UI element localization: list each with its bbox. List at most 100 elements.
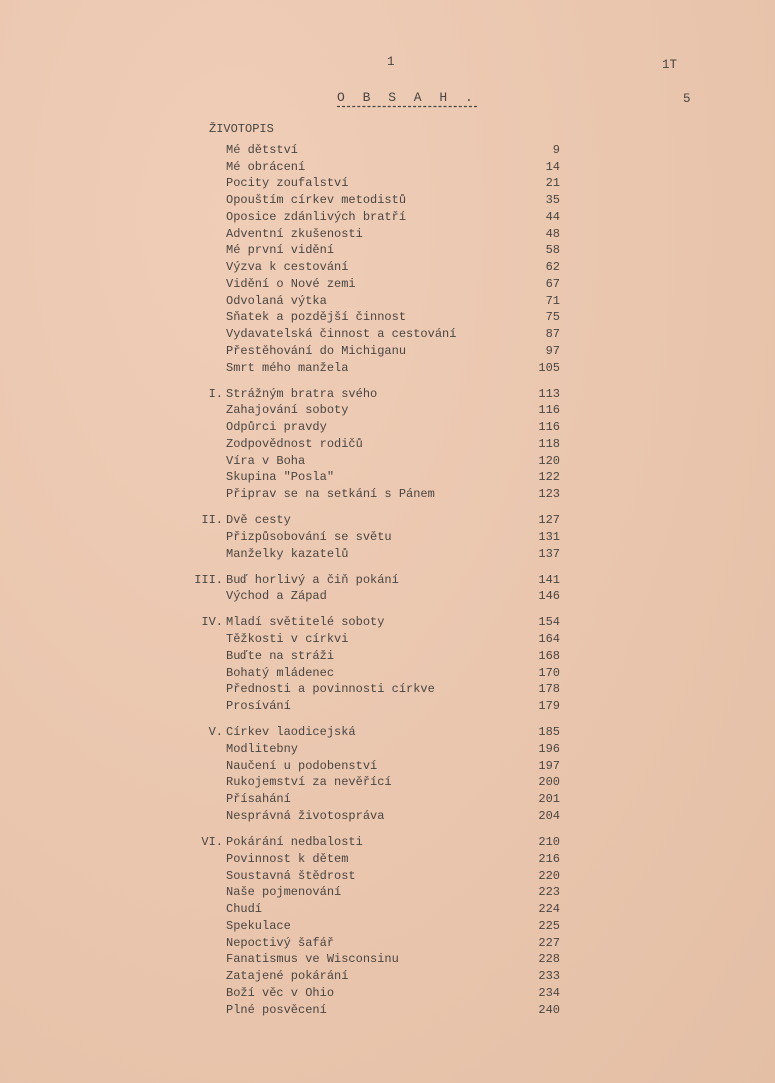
toc-entry: Boží věc v Ohio 234 xyxy=(190,985,560,1002)
toc-entry: Naučení u podobenství 197 xyxy=(190,758,560,775)
section-numeral xyxy=(190,436,226,453)
section-numeral xyxy=(190,402,226,419)
entry-page-number: 116 xyxy=(538,403,560,418)
toc-section: IV. Mladí světitelé soboty 154 Těžkosti v c… xyxy=(190,614,560,715)
toc-entry: Bohatý mládenec 170 xyxy=(190,665,560,682)
section-numeral xyxy=(190,648,226,665)
entry-page-number: 170 xyxy=(538,665,560,680)
section-numeral xyxy=(190,791,226,808)
entry-page-number: 197 xyxy=(538,758,560,773)
entry-page-number: 224 xyxy=(538,902,560,917)
toc-entry: Zatajené pokárání 233 xyxy=(190,968,560,985)
entry-page-number: 164 xyxy=(538,632,560,647)
entry-title: Skupina "Posla" xyxy=(226,470,335,485)
toc-entry: Východ a Západ 146 xyxy=(190,588,560,605)
section-numeral xyxy=(190,985,226,1002)
toc-entry: V. Církev laodicejská 185 xyxy=(190,724,560,741)
entry-page-number: 233 xyxy=(538,969,560,984)
section-numeral xyxy=(190,665,226,682)
entry-page-number: 178 xyxy=(538,682,560,697)
section-numeral: II. xyxy=(201,513,223,528)
toc-entry: Rukojemství za nevěřící 200 xyxy=(190,774,560,791)
entry-title: Prosívání xyxy=(226,699,291,714)
entry-title: Chudí xyxy=(226,902,263,917)
entry-title: Naše pojmenování xyxy=(226,885,342,900)
entry-page-number: 67 xyxy=(545,276,560,291)
entry-page-number: 113 xyxy=(538,386,560,401)
toc-entry: Plné posvěcení 240 xyxy=(190,1002,560,1019)
section-numeral: I. xyxy=(208,386,223,401)
entry-title: Nepoctivý šafář xyxy=(226,935,335,950)
entry-page-number: 201 xyxy=(538,792,560,807)
entry-title: Dvě cesty xyxy=(226,513,291,528)
section-numeral xyxy=(190,276,226,293)
section-numeral: IV. xyxy=(201,615,223,630)
toc-entry: Přednosti a povinnosti církve 178 xyxy=(190,681,560,698)
entry-page-number: 137 xyxy=(538,546,560,561)
entry-page-number: 122 xyxy=(538,470,560,485)
section-numeral xyxy=(190,758,226,775)
page-mark-top-right: 1T xyxy=(662,58,678,72)
entry-page-number: 228 xyxy=(538,952,560,967)
toc-section: VI. Pokárání nedbalosti 210 Povinnost k dět… xyxy=(190,834,560,1018)
section-numeral xyxy=(190,242,226,259)
entry-title: Buď horlivý a čiň pokání xyxy=(226,572,399,587)
table-of-contents: ŽIVOTOPIS Mé dětství 9 Mé obrácení 14 Pocity … xyxy=(190,121,560,1018)
entry-page-number: 58 xyxy=(545,243,560,258)
toc-section: II. Dvě cesty 127 Přizpůsobování se světu 13… xyxy=(190,512,560,562)
section-numeral xyxy=(190,259,226,276)
section-numeral xyxy=(190,419,226,436)
entry-page-number: 44 xyxy=(545,209,560,224)
toc-entry: Mé dětství 9 xyxy=(190,142,560,159)
toc-entry: Vidění o Nové zemi 67 xyxy=(190,276,560,293)
section-numeral xyxy=(190,486,226,503)
entry-title: Soustavná štědrost xyxy=(226,868,356,883)
toc-entry: Adventní zkušenosti 48 xyxy=(190,226,560,243)
entry-title: Buďte na stráži xyxy=(226,648,335,663)
toc-entry: Fanatismus ve Wisconsinu 228 xyxy=(190,951,560,968)
entry-page-number: 35 xyxy=(545,193,560,207)
toc-entry: Připrav se na setkání s Pánem 123 xyxy=(190,486,560,503)
toc-entry: Manželky kazatelů 137 xyxy=(190,546,560,563)
entry-page-number: 127 xyxy=(538,513,560,528)
toc-section: V. Církev laodicejská 185 Modlitebny 196 Nauč… xyxy=(190,724,560,825)
entry-page-number: 210 xyxy=(538,835,560,850)
section-numeral xyxy=(190,631,226,648)
section-numeral xyxy=(190,309,226,326)
entry-page-number: 123 xyxy=(538,487,560,502)
entry-page-number: 118 xyxy=(538,436,560,451)
entry-page-number: 240 xyxy=(538,1002,560,1017)
section-numeral xyxy=(190,918,226,935)
entry-page-number: 220 xyxy=(538,868,560,883)
toc-entry: Odvolaná výtka 71 xyxy=(190,293,560,310)
entry-title: Spekulace xyxy=(226,918,291,933)
toc-entry: Nesprávná životospráva 204 xyxy=(190,808,560,825)
toc-entry: Vydavatelská činnost a cestování 87 xyxy=(190,326,560,343)
entry-page-number: 141 xyxy=(538,572,560,587)
entry-title: Přestěhování do Michiganu xyxy=(226,343,407,358)
entry-title: Východ a Západ xyxy=(226,589,327,604)
toc-entry: Prosívání 179 xyxy=(190,698,560,715)
section-numeral xyxy=(190,360,226,377)
entry-page-number: 225 xyxy=(538,918,560,933)
toc-entry: Opouštím církev metodistů 35 xyxy=(190,192,560,209)
toc-entry: Přizpůsobování se světu 131 xyxy=(190,529,560,546)
entry-page-number: 21 xyxy=(545,176,560,191)
section-numeral xyxy=(190,1002,226,1019)
toc-entry: Přestěhování do Michiganu 97 xyxy=(190,343,560,360)
entry-title: Pokárání nedbalosti xyxy=(226,835,363,850)
section-numeral xyxy=(190,868,226,885)
toc-entry: Buďte na stráži 168 xyxy=(190,648,560,665)
entry-title: Připrav se na setkání s Pánem xyxy=(226,487,435,502)
toc-entry: Smrt mého manžela 105 xyxy=(190,360,560,377)
toc-entry: Víra v Boha 120 xyxy=(190,453,560,470)
toc-entry: Oposice zdánlivých bratří 44 xyxy=(190,209,560,226)
entry-title: Naučení u podobenství xyxy=(226,758,378,773)
entry-title: Manželky kazatelů xyxy=(226,546,349,561)
entry-page-number: 196 xyxy=(538,741,560,756)
page-number-top: 1 xyxy=(387,55,395,69)
entry-page-number: 62 xyxy=(545,260,560,274)
entry-title: Oposice zdánlivých bratří xyxy=(226,209,407,224)
entry-title: Výzva k cestování xyxy=(226,260,349,274)
section-numeral xyxy=(190,851,226,868)
